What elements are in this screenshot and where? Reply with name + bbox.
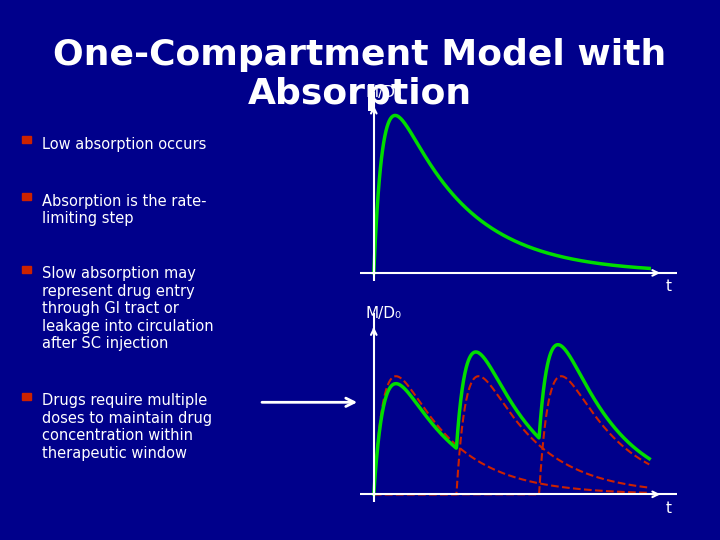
Text: Drugs require multiple
doses to maintain drug
concentration within
therapeutic w: Drugs require multiple doses to maintain… — [42, 393, 212, 461]
Text: t: t — [666, 279, 672, 294]
Text: Absorption is the rate-
limiting step: Absorption is the rate- limiting step — [42, 194, 206, 226]
Text: Slow absorption may
represent drug entry
through GI tract or
leakage into circul: Slow absorption may represent drug entry… — [42, 267, 213, 351]
Text: t: t — [666, 501, 672, 516]
Text: M/D₀: M/D₀ — [366, 85, 402, 100]
Text: Low absorption occurs: Low absorption occurs — [42, 137, 206, 152]
Text: M/D₀: M/D₀ — [366, 306, 402, 321]
Text: One-Compartment Model with
Absorption: One-Compartment Model with Absorption — [53, 38, 667, 111]
